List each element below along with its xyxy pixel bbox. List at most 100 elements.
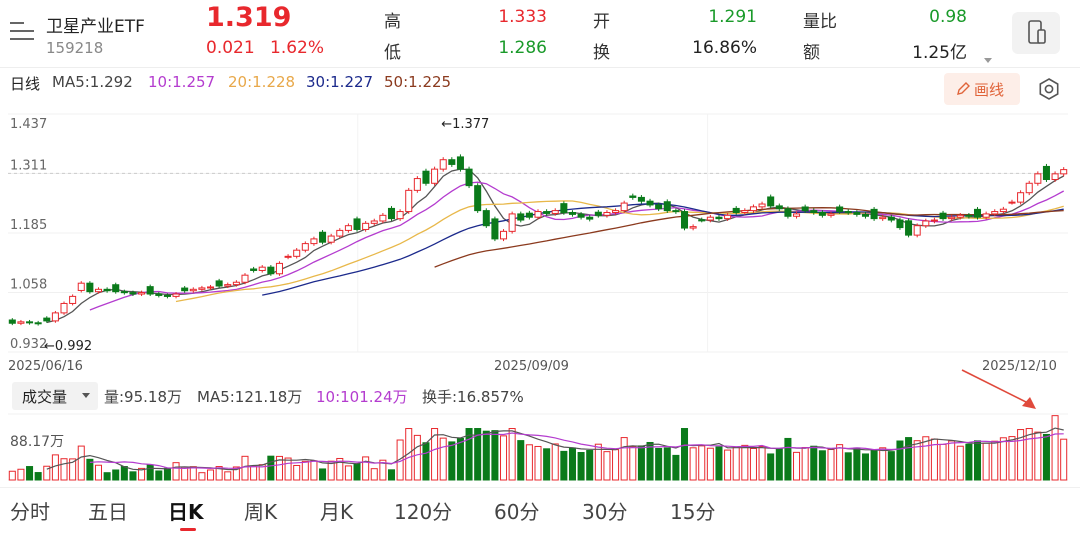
candle-body — [939, 212, 947, 220]
tab-120min[interactable]: 120分 — [394, 500, 453, 524]
device-switch-button[interactable] — [1012, 12, 1060, 54]
fund-code: 159218 — [46, 39, 104, 57]
price-tick-label: 1.058 — [10, 278, 47, 293]
volume-bar — [672, 454, 680, 481]
candle-body — [103, 288, 111, 292]
tab-five-day[interactable]: 五日 — [88, 500, 128, 524]
candle-body — [861, 213, 869, 217]
candle-body — [620, 202, 628, 212]
volume-bar — [896, 440, 904, 481]
volume-bar — [207, 469, 215, 481]
candle-body — [1042, 165, 1050, 181]
tab-monthly-k[interactable]: 月K — [320, 500, 354, 524]
ma50-line — [434, 207, 1064, 268]
volume-bar — [905, 437, 913, 481]
arrow-head-icon — [1022, 397, 1036, 409]
candle-body — [973, 208, 982, 218]
volume-bar — [336, 457, 344, 481]
volume-bar — [706, 447, 714, 481]
amount-label: 额 — [803, 43, 820, 63]
high-label: 高 — [384, 12, 401, 32]
volume-bar — [284, 457, 292, 481]
candle-body — [482, 210, 490, 227]
volume-average-lines — [46, 427, 1064, 471]
tab-60min[interactable]: 60分 — [494, 500, 540, 524]
tab-30min[interactable]: 30分 — [582, 500, 628, 524]
volume-bar — [612, 449, 620, 481]
tab-daily-k[interactable]: 日K — [168, 500, 204, 524]
volume-bar — [982, 442, 990, 481]
candle-body — [112, 284, 120, 293]
price-change-pct: 1.62% — [270, 38, 325, 58]
volume-bar — [344, 465, 352, 481]
settings-icon[interactable] — [1036, 76, 1062, 102]
volume-bar — [146, 464, 154, 481]
tab-weekly-k[interactable]: 周K — [244, 500, 278, 524]
volume-bar — [732, 446, 740, 481]
candle-body — [181, 287, 189, 292]
volume-bar — [241, 455, 249, 481]
volume-value: 量:95.18万 — [104, 388, 182, 406]
volume-bar — [1060, 438, 1068, 481]
candle-body — [77, 282, 85, 291]
candle-body — [784, 208, 792, 217]
volume-bar — [138, 467, 146, 481]
draw-line-button[interactable]: 画线 — [944, 73, 1020, 105]
tab-15min[interactable]: 15分 — [670, 500, 716, 524]
candle-body — [853, 211, 861, 215]
candle-body — [508, 213, 516, 232]
volume-bar — [775, 448, 783, 481]
volume-bar — [362, 456, 370, 481]
price-tick-label: 1.311 — [10, 158, 47, 173]
volume-bar — [129, 471, 137, 481]
volume-bar — [741, 444, 749, 481]
price-tick-label: 1.185 — [10, 218, 47, 233]
candle-body — [810, 210, 818, 213]
volume-bar — [525, 444, 533, 481]
volume-bar — [939, 443, 947, 481]
candle-body — [801, 206, 809, 212]
volume-bar — [793, 451, 801, 481]
candle-body — [680, 211, 689, 229]
volume-bar — [637, 445, 645, 481]
candle-body — [34, 322, 42, 325]
volume-bar — [163, 467, 171, 481]
volume-bar — [439, 437, 447, 481]
ma5-line — [46, 168, 1065, 324]
volume-bar — [327, 460, 335, 481]
candle-body — [715, 216, 723, 220]
volume-bar — [465, 428, 473, 481]
menu-icon[interactable] — [10, 20, 34, 42]
candle-body — [577, 213, 585, 218]
ma-legend: 日线 MA5:1.292 10:1.257 20:1.228 30:1.227 … — [0, 70, 1080, 98]
candle-body — [336, 229, 344, 237]
expand-icon[interactable] — [984, 58, 992, 63]
candle-body — [448, 159, 456, 165]
volume-bar — [801, 446, 809, 481]
candle-body — [26, 321, 34, 324]
tab-intraday[interactable]: 分时 — [10, 500, 50, 524]
volume-bar — [861, 453, 869, 481]
phone-icon — [1028, 20, 1046, 44]
volume-bar — [715, 446, 723, 481]
volume-bar — [310, 460, 318, 481]
candle-body — [1017, 192, 1025, 203]
volume-chart[interactable]: 88.17万 — [0, 366, 1080, 484]
last-price: 1.319 — [206, 2, 292, 33]
candle-body — [913, 225, 921, 236]
date-tick-label: 2025/06/16 — [8, 359, 83, 374]
volume-bar — [956, 445, 964, 481]
indicator-selector[interactable]: 成交量 — [12, 382, 98, 410]
volume-bar — [224, 471, 232, 481]
volume-bar — [698, 445, 706, 481]
open-value: 1.291 — [708, 7, 757, 27]
volume-bar — [879, 447, 887, 481]
quote-header: 卫星产业ETF 159218 1.319 0.021 1.62% 高 1.333… — [0, 0, 1080, 68]
low-label: 低 — [384, 43, 401, 63]
candlestick-chart[interactable]: 1.437 1.311 1.185 1.058 0.932 2025/06/16 2025/… — [0, 108, 1080, 376]
volume-bar — [198, 472, 206, 481]
candle-body — [775, 205, 783, 210]
ma10-legend: 10:1.257 — [148, 73, 216, 91]
open-label: 开 — [593, 12, 610, 32]
candle-body — [353, 218, 361, 230]
